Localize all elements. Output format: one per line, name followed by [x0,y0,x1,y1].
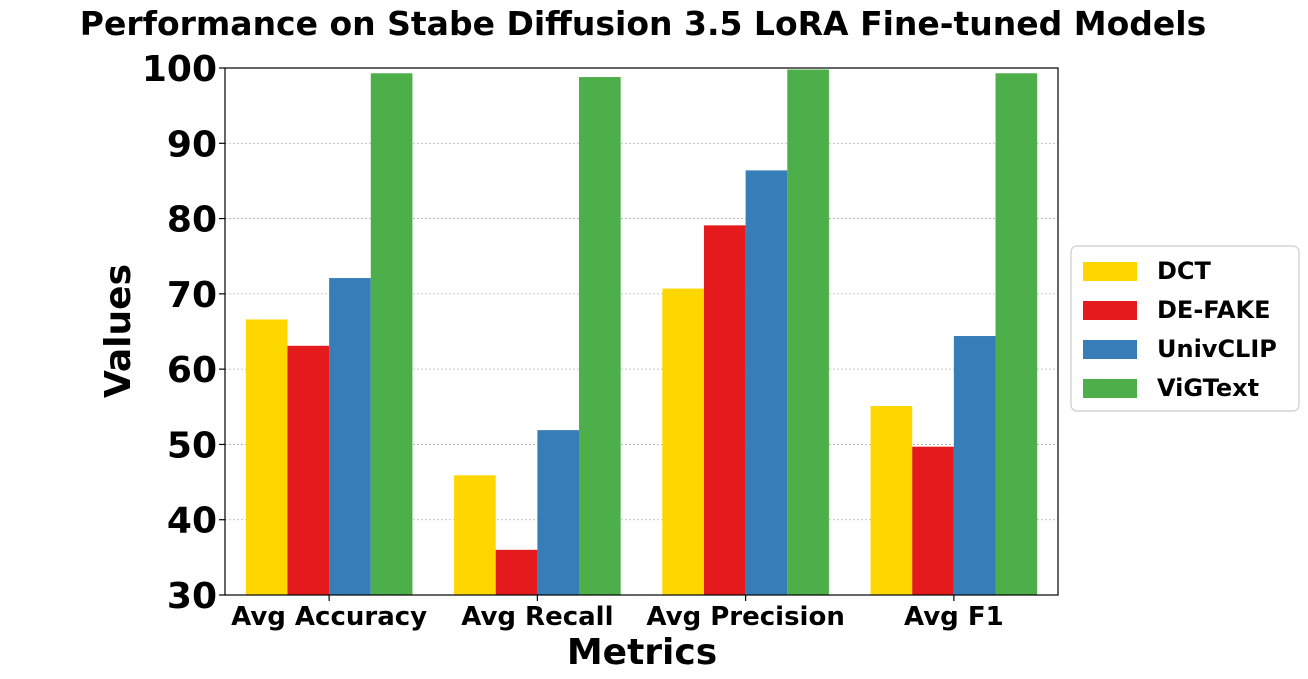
bar-de-fake-avg-recall [495,549,538,595]
bar-de-fake-avg-accuracy [287,345,330,595]
y-tick-label: 40 [167,501,217,542]
y-tick-label: 60 [167,350,217,391]
gridlines [225,142,1058,521]
bar-univclip-avg-f1 [953,336,996,595]
bar-vigtext-avg-f1 [995,73,1038,595]
y-tick-label: 70 [167,275,217,316]
legend-label: UnivCLIP [1157,335,1277,363]
legend: DCT DE-FAKE UnivCLIP ViGText [1070,245,1300,412]
legend-label: DCT [1157,257,1212,285]
bar-de-fake-avg-f1 [912,446,954,595]
bar-univclip-avg-accuracy [329,278,371,595]
bar-dct-avg-f1 [870,406,913,595]
bar-univclip-avg-recall [537,430,580,595]
plot-frame [224,67,1059,596]
legend-label: ViGText [1157,374,1259,402]
bar-dct-avg-precision [662,288,704,595]
bars [245,69,1038,596]
legend-frame [1070,245,1300,412]
y-axis-ticks: 30 40 50 60 70 80 90 100 [142,49,225,617]
y-tick-label: 50 [167,425,217,466]
x-tick-label: Avg Precision [646,602,844,632]
bar-dct-avg-recall [454,475,496,595]
x-tick-label: Avg Recall [461,602,613,632]
chart-title: Performance on Stabe Diffusion 3.5 LoRA … [80,4,1206,43]
legend-swatch [1083,340,1137,359]
legend-swatch [1083,262,1137,281]
bar-vigtext-avg-accuracy [370,73,413,595]
x-tick-label: Avg Accuracy [231,602,427,632]
y-tick-label: 90 [167,124,217,165]
x-tick-label: Avg F1 [904,602,1004,632]
y-tick-label: 80 [167,200,217,241]
bar-de-fake-avg-precision [703,225,746,595]
y-axis-label: Values [98,264,139,398]
bar-dct-avg-accuracy [245,319,288,595]
x-axis-ticks: Avg Accuracy Avg Recall Avg Precision Avg F… [231,595,1004,632]
y-tick-label: 30 [167,576,217,617]
legend-swatch [1083,301,1137,320]
legend-label: DE-FAKE [1157,296,1270,324]
legend-swatch [1083,379,1137,398]
y-tick-label: 100 [142,49,217,90]
x-axis-label: Metrics [567,632,717,673]
bar-univclip-avg-precision [745,170,788,596]
bar-vigtext-avg-precision [787,69,829,595]
bar-vigtext-avg-recall [579,77,621,595]
